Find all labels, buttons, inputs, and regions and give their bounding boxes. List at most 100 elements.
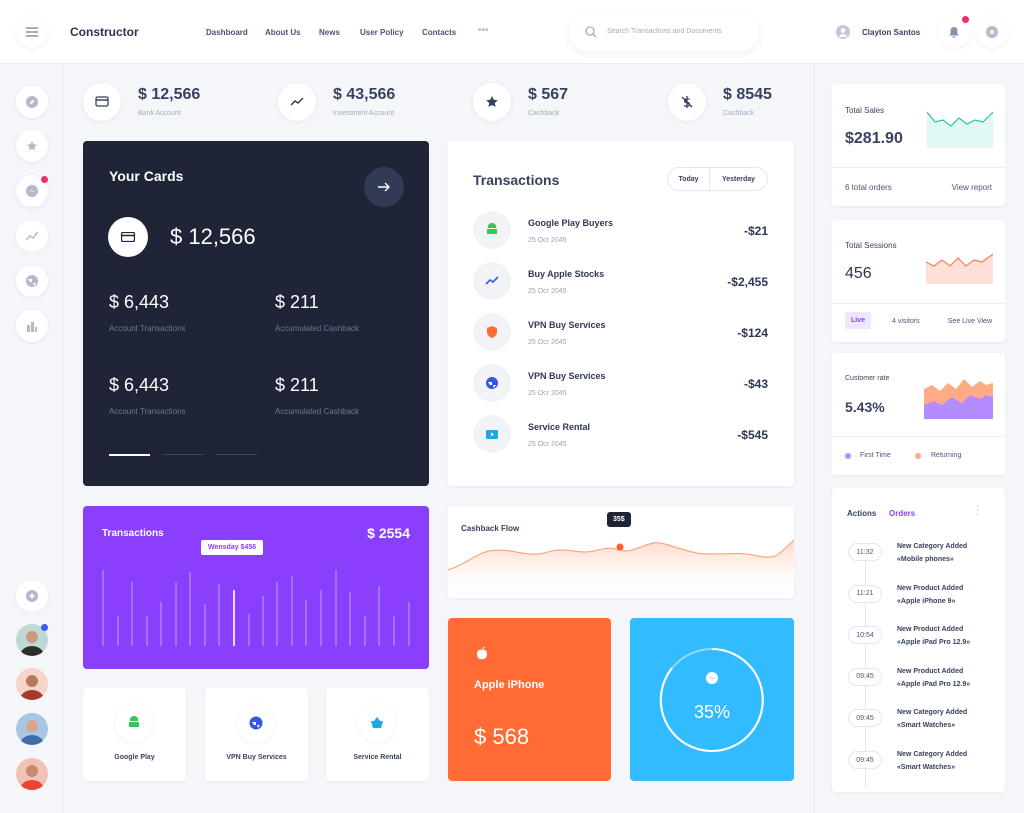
pager[interactable]: [163, 454, 204, 455]
tx-icon: [473, 415, 511, 453]
app-tile[interactable]: Service Rental: [326, 688, 429, 781]
live-view-link[interactable]: See Live View: [947, 318, 992, 325]
nav-link[interactable]: Dashboard: [206, 28, 248, 37]
menu-button[interactable]: [16, 16, 48, 48]
activity-tab[interactable]: Actions: [847, 509, 877, 518]
chart-title: Transactions: [102, 528, 164, 539]
app-icon: [237, 704, 275, 742]
tx-icon: [473, 364, 511, 402]
sidebar-button[interactable]: [16, 220, 48, 252]
stat-label: Bank Account: [138, 110, 181, 117]
activity-tab[interactable]: Orders: [889, 509, 916, 518]
tab[interactable]: Today: [668, 168, 710, 190]
nav-link[interactable]: News: [319, 28, 340, 37]
card-stat-label: Account Transactions: [109, 324, 186, 333]
transactions-chart-panel: Transactions $ 2554 Wensday $456: [83, 506, 429, 669]
sidebar-button[interactable]: [16, 86, 48, 118]
stat-label: Cashback: [723, 110, 755, 117]
avatar[interactable]: [16, 713, 48, 745]
card-stat-value: $ 211: [275, 292, 319, 312]
activity-time: 10:54: [848, 626, 882, 645]
activity-detail: «Smart Watches»: [897, 722, 956, 730]
avatar[interactable]: [16, 668, 48, 700]
tab[interactable]: Yesterday: [721, 175, 756, 183]
card-balance: $ 12,566: [170, 224, 256, 249]
chart-tooltip: Wensday $456: [201, 540, 264, 555]
app-icon: [115, 704, 153, 742]
tx-date: 25 Ocr 2045: [528, 441, 567, 448]
activity-title: New Product Added: [897, 667, 964, 675]
more-button[interactable]: •••: [478, 25, 489, 36]
nav-link[interactable]: User Policy: [360, 28, 404, 37]
divider: [832, 167, 1005, 168]
sessions-card: Total Sessions 456 Live 4 visitors See L…: [832, 220, 1005, 342]
stat-label: Cashback: [528, 110, 560, 117]
add-button[interactable]: [16, 580, 48, 612]
app-tile[interactable]: Google Play: [83, 688, 186, 781]
activity-time: 11:21: [848, 584, 882, 603]
header: [0, 0, 1024, 64]
activity-detail: «Apple iPad Pro 12.9»: [897, 680, 971, 688]
stat-icon: [668, 83, 706, 121]
visitors: 4 visitors: [892, 318, 920, 325]
stat-value: $ 567: [528, 86, 569, 103]
more-button[interactable]: · · ·: [976, 501, 980, 520]
activity-time: 11:32: [848, 543, 882, 561]
brand: Constructor: [70, 25, 139, 39]
close-button[interactable]: [976, 16, 1008, 48]
legend-label: Returning: [931, 452, 962, 459]
view-report-link[interactable]: View report: [951, 183, 992, 192]
tx-name: VPN Buy Services: [528, 371, 606, 381]
search-box[interactable]: Search Transactions and Documents: [569, 13, 759, 51]
sidebar-button[interactable]: [16, 310, 48, 342]
tx-date: 25 Ocr 2045: [528, 237, 567, 244]
badge-dot: [41, 176, 48, 183]
stat-value: $ 43,566: [333, 86, 396, 103]
cashback-title: Cashback Flow: [461, 524, 520, 533]
activity-title: New Category Added: [897, 709, 968, 717]
tx-name: VPN Buy Services: [528, 320, 606, 330]
sidebar-button[interactable]: [16, 265, 48, 297]
nav-link[interactable]: About Us: [265, 28, 301, 37]
next-button[interactable]: [364, 167, 404, 207]
divider: [832, 303, 1005, 304]
activity-time: 09:45: [848, 751, 882, 769]
transactions-title: Transactions: [473, 172, 560, 188]
transactions-panel: Transactions Today Yesterday Google Play…: [448, 141, 794, 486]
activity-title: New Product Added: [897, 626, 964, 634]
sparkline: [926, 253, 993, 284]
pager-active[interactable]: [109, 454, 150, 456]
tx-name: Service Rental: [528, 422, 591, 432]
app-tile[interactable]: VPN Buy Services: [205, 688, 308, 781]
messenger-icon: [706, 672, 718, 684]
card-stat-label: Accumulated Cashback: [275, 407, 360, 416]
user-name[interactable]: Clayton Santos: [862, 28, 921, 37]
card-title: Customer rate: [845, 375, 890, 382]
cards-panel: Your Cards $ 12,566 $ 6,443 Account Tran…: [83, 141, 429, 486]
live-badge: Live: [845, 312, 872, 329]
stat-value: $ 8545: [723, 86, 772, 103]
tx-icon: [473, 262, 511, 300]
online-dot: [41, 624, 48, 631]
app-label: VPN Buy Services: [226, 754, 287, 761]
activity-detail: «Smart Watches»: [897, 764, 956, 771]
avatar[interactable]: [16, 758, 48, 790]
tx-name: Google Play Buyers: [528, 218, 614, 228]
card-stat-value: $ 211: [275, 375, 319, 395]
tx-amount: -$545: [737, 428, 768, 442]
orders-count: 6 total orders: [845, 183, 892, 192]
activity-detail: «Mobile phones»: [897, 556, 954, 563]
nav-link[interactable]: Contacts: [422, 28, 457, 37]
activity-detail: «Apple iPad Pro 12.9»: [897, 639, 971, 647]
pager[interactable]: [216, 454, 257, 455]
cashback-area: [448, 539, 794, 598]
stat-icon: [473, 83, 511, 121]
sidebar-button[interactable]: [16, 130, 48, 162]
card-icon: [108, 217, 148, 257]
messenger-panel: 35%: [630, 618, 794, 781]
apple-panel: Apple iPhone $ 568: [448, 618, 611, 781]
customer-card: Customer rate 5.43% First Time Returning: [832, 353, 1005, 475]
chart-total: $ 2554: [367, 525, 410, 541]
